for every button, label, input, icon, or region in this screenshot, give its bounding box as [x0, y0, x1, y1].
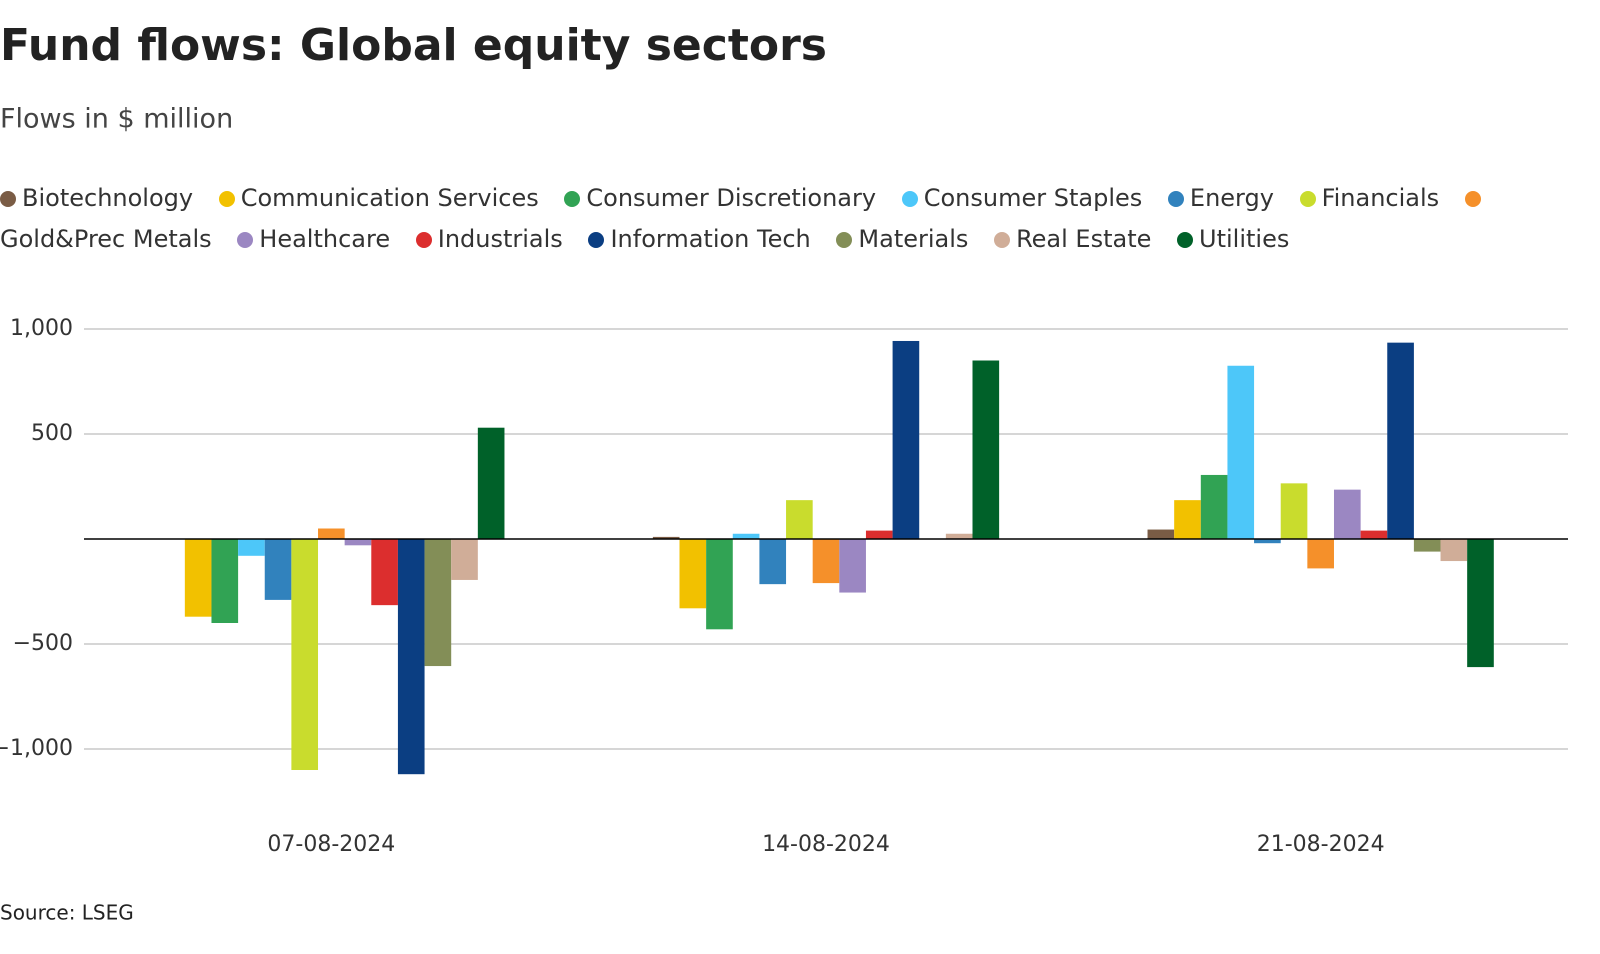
legend-item: Materials: [836, 225, 968, 253]
bar: [1200, 474, 1228, 539]
legend-item: Consumer Discretionary: [564, 184, 876, 212]
bar: [371, 539, 398, 606]
legend-label: Communication Services: [240, 184, 539, 212]
bar: [451, 539, 478, 580]
bar: [865, 530, 893, 539]
bar: [759, 539, 787, 585]
bar: [1280, 483, 1308, 539]
legend-swatch: [836, 232, 853, 248]
bar: [238, 539, 265, 556]
legend-label: Information Tech: [610, 225, 811, 253]
legend-swatch: [0, 191, 16, 207]
bar: [291, 539, 319, 770]
bar: [732, 533, 760, 539]
legend-item: Consumer Staples: [901, 184, 1143, 212]
legend-item: Biotechnology: [0, 184, 193, 212]
legend-swatch: [994, 232, 1011, 248]
bar: [706, 539, 733, 630]
legend-swatch: [901, 191, 918, 207]
bar: [397, 539, 425, 775]
legend-label: Consumer Staples: [923, 184, 1143, 212]
bar: [1227, 365, 1255, 539]
bar: [264, 539, 292, 600]
legend-item: Healthcare: [237, 225, 390, 253]
legend-swatch: [218, 191, 235, 207]
y-tick-label: −1,000: [0, 736, 73, 761]
x-tick-label: 14-08-2024: [762, 832, 890, 857]
bar: [1360, 530, 1388, 539]
legend-item: Utilities: [1177, 225, 1289, 253]
chart-title: Fund flows: Global equity sectors: [0, 20, 827, 71]
chart-subtitle: Flows in $ million: [0, 104, 233, 135]
bar: [945, 533, 973, 539]
legend-label: Consumer Discretionary: [586, 184, 877, 212]
bar: [1307, 539, 1334, 569]
bar: [652, 536, 680, 539]
legend-label: Healthcare: [259, 225, 391, 253]
bar: [1333, 489, 1361, 539]
bar: [786, 500, 813, 539]
bar: [892, 340, 920, 539]
bar: [1254, 539, 1281, 544]
bar: [318, 528, 345, 539]
bar: [972, 360, 1000, 539]
legend-label: Energy: [1189, 184, 1274, 212]
legend-item: Financials: [1299, 184, 1440, 212]
legend-item: Information Tech: [588, 225, 811, 253]
legend-swatch: [415, 232, 432, 248]
legend-item: Communication Services: [218, 184, 539, 212]
legend-swatch: [237, 232, 254, 248]
legend-item: Gold&Prec Metals: [0, 184, 1487, 253]
legend: Biotechnology Communication Services Con…: [0, 178, 1500, 260]
legend-label: Utilities: [1199, 225, 1290, 253]
source: Source: LSEG: [0, 901, 134, 925]
x-tick-label: 21-08-2024: [1257, 832, 1385, 857]
bar: [1440, 539, 1468, 562]
bar: [812, 539, 840, 584]
legend-label: Gold&Prec Metals: [0, 225, 212, 253]
legend-label: Biotechnology: [22, 184, 194, 212]
bar: [1467, 539, 1494, 668]
y-tick-label: −500: [13, 631, 73, 656]
y-tick-label: 1,000: [10, 316, 73, 341]
bar: [679, 539, 707, 609]
legend-swatch: [1177, 232, 1194, 248]
legend-item: Real Estate: [994, 225, 1151, 253]
bar: [344, 539, 372, 546]
bar: [211, 539, 239, 623]
x-tick-label: 07-08-2024: [267, 832, 395, 857]
bar: [1387, 342, 1414, 539]
bar: [1147, 529, 1175, 539]
y-tick-label: 500: [31, 421, 73, 446]
legend-label: Materials: [858, 225, 969, 253]
bar: [424, 539, 452, 667]
legend-label: Financials: [1321, 184, 1440, 212]
legend-label: Real Estate: [1016, 225, 1152, 253]
bar: [839, 539, 866, 593]
legend-swatch: [1464, 191, 1481, 207]
bar: [477, 427, 505, 539]
legend-swatch: [1167, 191, 1184, 207]
legend-swatch: [588, 232, 605, 248]
bar: [1413, 539, 1441, 552]
bar: [1174, 500, 1201, 539]
legend-swatch: [564, 191, 581, 207]
bar: [184, 539, 212, 617]
legend-swatch: [1299, 191, 1316, 207]
legend-item: Energy: [1167, 184, 1274, 212]
legend-label: Industrials: [437, 225, 563, 253]
legend-item: Industrials: [415, 225, 563, 253]
